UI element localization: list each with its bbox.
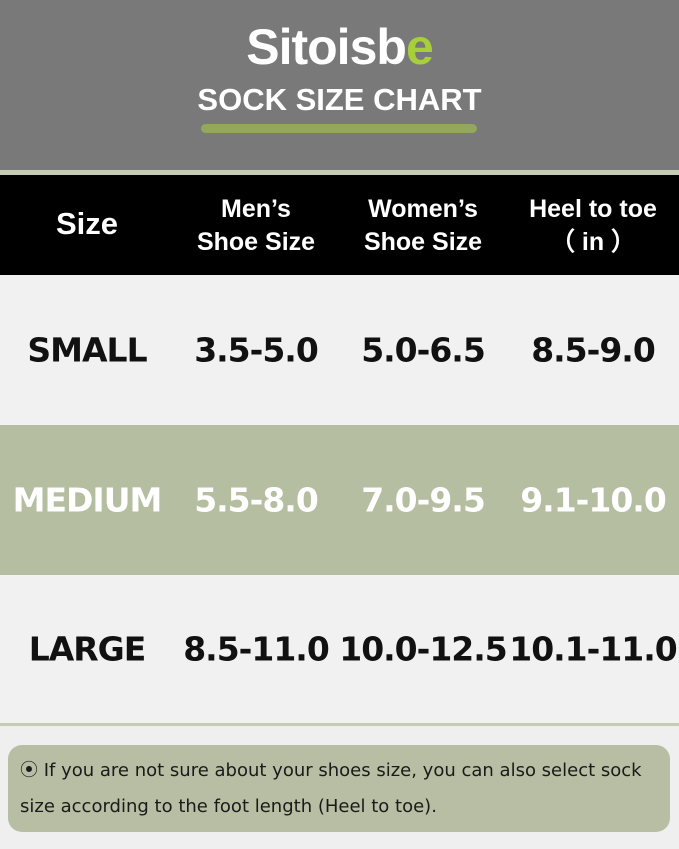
men-cell: 3.5-5.0 [194, 330, 319, 370]
men-cell: 8.5-11.0 [183, 629, 330, 669]
heel-to-toe-cell: 9.1-10.0 [520, 480, 667, 520]
radio-dot-icon: ⦿ [20, 760, 38, 781]
table-row-medium: MEDIUM 5.5-8.0 7.0-9.5 9.1-10.0 [0, 425, 679, 575]
men-cell: 5.5-8.0 [194, 480, 319, 520]
page-title: SOCK SIZE CHART [197, 82, 482, 117]
note-text: If you are not sure about your shoes siz… [20, 760, 642, 817]
women-cell: 5.0-6.5 [361, 330, 486, 370]
column-header-size: Size [55, 206, 119, 241]
heel-to-toe-cell: 10.1-11.0 [509, 629, 678, 669]
divider [0, 723, 679, 726]
women-cell: 7.0-9.5 [361, 480, 486, 520]
women-cell: 10.0-12.5 [339, 629, 508, 669]
table-row-large: LARGE 8.5-11.0 10.0-12.5 10.1-11.0 [0, 575, 679, 723]
header-banner: Sitoisbe SOCK SIZE CHART [0, 0, 679, 170]
size-cell: LARGE [28, 629, 147, 669]
brand-logo: Sitoisbe [246, 19, 433, 75]
title-underline [201, 124, 477, 133]
size-cell: MEDIUM [12, 480, 163, 520]
size-note: ⦿ If you are not sure about your shoes s… [8, 745, 670, 832]
table-header: Size Men’s Shoe Size Women’s Shoe Size Hee… [0, 175, 679, 275]
divider [0, 170, 679, 175]
column-header-women: Women’s Shoe Size [363, 195, 483, 256]
size-cell: SMALL [27, 330, 147, 370]
table-row-small: SMALL 3.5-5.0 5.0-6.5 8.5-9.0 [0, 275, 679, 425]
column-header-men: Men’s Shoe Size [196, 195, 316, 256]
column-header-heel-to-toe: Heel to toe （ in ） [529, 195, 657, 256]
heel-to-toe-cell: 8.5-9.0 [531, 330, 656, 370]
